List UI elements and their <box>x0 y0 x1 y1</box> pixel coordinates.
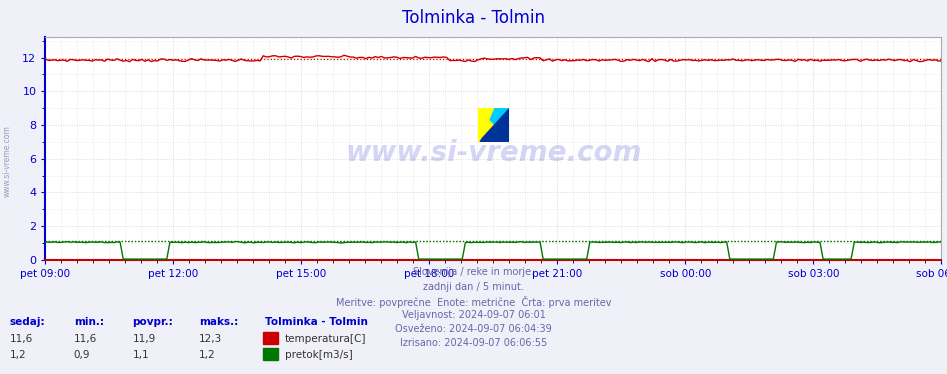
Text: www.si-vreme.com: www.si-vreme.com <box>3 125 12 197</box>
Text: Veljavnost: 2024-09-07 06:01: Veljavnost: 2024-09-07 06:01 <box>402 310 545 320</box>
Text: 11,6: 11,6 <box>9 334 33 344</box>
Text: Tolminka - Tolmin: Tolminka - Tolmin <box>265 318 368 327</box>
Text: 11,9: 11,9 <box>133 334 156 344</box>
Text: www.si-vreme.com: www.si-vreme.com <box>345 139 642 167</box>
Text: min.:: min.: <box>74 318 104 327</box>
Text: 1,2: 1,2 <box>199 350 216 360</box>
Text: sedaj:: sedaj: <box>9 318 45 327</box>
Text: 1,2: 1,2 <box>9 350 27 360</box>
Text: maks.:: maks.: <box>199 318 238 327</box>
Text: Slovenija / reke in morje.: Slovenija / reke in morje. <box>413 267 534 278</box>
Text: Osveženo: 2024-09-07 06:04:39: Osveženo: 2024-09-07 06:04:39 <box>395 324 552 334</box>
Text: 12,3: 12,3 <box>199 334 223 344</box>
Text: 11,6: 11,6 <box>74 334 98 344</box>
Text: pretok[m3/s]: pretok[m3/s] <box>285 350 353 360</box>
Polygon shape <box>478 108 509 142</box>
Text: povpr.:: povpr.: <box>133 318 173 327</box>
Polygon shape <box>478 108 493 142</box>
Text: 0,9: 0,9 <box>74 350 90 360</box>
Polygon shape <box>478 108 509 142</box>
Text: Tolminka - Tolmin: Tolminka - Tolmin <box>402 9 545 27</box>
Text: 1,1: 1,1 <box>133 350 150 360</box>
Text: Izrisano: 2024-09-07 06:06:55: Izrisano: 2024-09-07 06:06:55 <box>400 338 547 349</box>
Text: zadnji dan / 5 minut.: zadnji dan / 5 minut. <box>423 282 524 292</box>
Text: Meritve: povprečne  Enote: metrične  Črta: prva meritev: Meritve: povprečne Enote: metrične Črta:… <box>336 296 611 308</box>
Text: temperatura[C]: temperatura[C] <box>285 334 366 344</box>
